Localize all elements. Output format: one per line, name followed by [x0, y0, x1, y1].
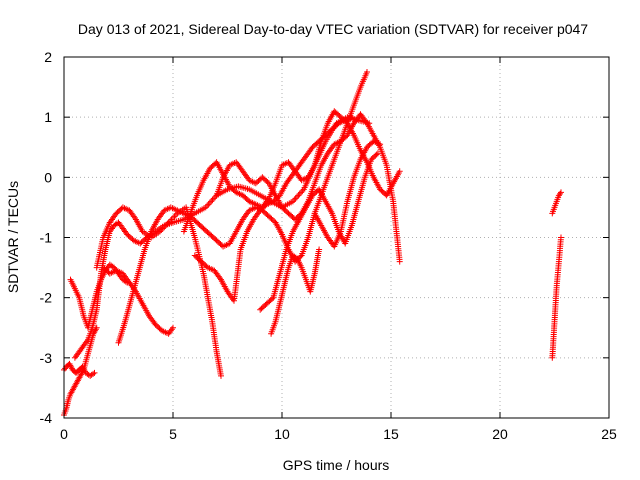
data-point-marker: [172, 211, 179, 218]
series-arc15: [549, 234, 564, 361]
data-point-marker: [292, 195, 299, 202]
chart-title: Day 013 of 2021, Sidereal Day-to-day VTE…: [78, 21, 588, 37]
data-point-marker: [294, 193, 300, 200]
series-arc10: [213, 111, 403, 265]
data-point-marker: [206, 199, 213, 206]
series-arc3: [67, 261, 131, 331]
data-point-marker: [296, 190, 303, 197]
series-arc2: [61, 324, 100, 418]
y-tick-label: -4: [40, 410, 53, 426]
x-tick-label: 5: [169, 426, 177, 442]
data-points: [61, 69, 564, 418]
series-arc13: [311, 138, 384, 250]
y-tick-label: 1: [44, 109, 52, 125]
plot-frame: [63, 56, 610, 419]
series-arc6: [115, 69, 370, 346]
series-arc14: [549, 189, 564, 217]
data-point-marker: [295, 192, 302, 199]
data-point-marker: [208, 198, 215, 205]
x-tick-label: 10: [274, 426, 290, 442]
data-point-marker: [396, 168, 403, 175]
data-point-marker: [91, 369, 98, 376]
x-tick-label: 0: [60, 426, 68, 442]
series-arc9: [191, 114, 355, 304]
data-point-marker: [269, 295, 275, 302]
series-arc7: [100, 264, 176, 337]
series-arc5: [93, 204, 224, 379]
data-point-marker: [373, 151, 380, 158]
x-tick-label: 15: [383, 426, 399, 442]
y-tick-label: 0: [44, 169, 52, 185]
data-point-marker: [558, 189, 564, 196]
axis-ticks: 0 5 10 15 20 25 -4 -3 -2 -1 0 1 2: [40, 49, 617, 442]
data-point-marker: [374, 150, 381, 157]
y-tick-label: -3: [40, 350, 53, 366]
data-point-marker: [90, 370, 97, 377]
data-point-marker: [348, 114, 355, 121]
data-point-marker: [558, 234, 564, 241]
series-arc12: [268, 246, 323, 337]
data-point-marker: [209, 196, 216, 203]
data-point-marker: [170, 324, 176, 331]
data-point-marker: [205, 201, 212, 208]
y-tick-label: -2: [40, 290, 53, 306]
data-point-marker: [298, 189, 305, 196]
x-tick-label: 20: [492, 426, 508, 442]
y-axis-label: SDTVAR / TECUs: [5, 181, 21, 293]
y-tick-label: -1: [40, 230, 53, 246]
y-tick-label: 2: [44, 49, 52, 65]
data-point-marker: [364, 69, 370, 75]
x-tick-label: 25: [601, 426, 617, 442]
series-arc11: [257, 150, 381, 313]
data-point-marker: [396, 258, 403, 265]
data-point-marker: [316, 246, 323, 253]
data-point-marker: [210, 195, 217, 202]
data-point-marker: [377, 141, 384, 148]
x-axis-label: GPS time / hours: [283, 457, 390, 473]
data-point-marker: [218, 372, 224, 379]
